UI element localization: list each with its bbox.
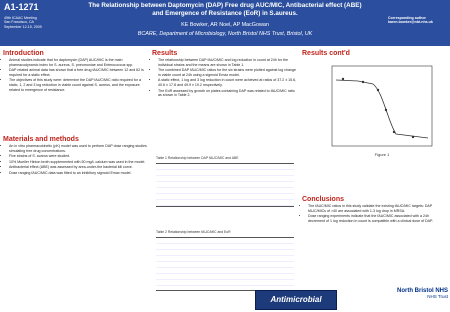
bullet: The EoR assessed by growth on plates con… bbox=[158, 89, 297, 98]
title-line: The Relationship between Daptomycin (DAP… bbox=[88, 2, 362, 9]
contact-line: Corresponding author bbox=[388, 16, 426, 20]
header: A1-1271 49th ICAAC Meeting San Francisco… bbox=[0, 0, 450, 46]
bullets: Animal studies indicate that for daptomy… bbox=[3, 58, 148, 92]
bullet: 10% Mueller Hinton broth supplemented wi… bbox=[9, 160, 148, 165]
table2-caption: Table 2 Relationship between fAUC/MIC an… bbox=[156, 230, 231, 234]
table1 bbox=[156, 163, 294, 207]
bullet: The fAUC/MIC ratios in this study valida… bbox=[308, 204, 447, 213]
figure: Figure 1 bbox=[331, 65, 433, 157]
contact-line: karen.bowker@nbt.nhs.uk bbox=[388, 20, 433, 25]
meeting-line: September 12-15, 2009 bbox=[4, 24, 42, 29]
bullets: The fAUC/MIC ratios in this study valida… bbox=[302, 204, 447, 223]
points bbox=[341, 77, 415, 139]
logo-text: North Bristol NHS bbox=[397, 288, 448, 294]
bullet: The objectives of this study were: deter… bbox=[9, 78, 148, 92]
bullet: DAP related animal data has shown that a… bbox=[9, 68, 148, 77]
heading: Materials and methods bbox=[3, 136, 79, 143]
heading: Results bbox=[152, 50, 178, 57]
logo-trust: North Bristol NHS NHS Trust bbox=[372, 288, 448, 299]
bullet: The combined DAP fAUC/MIC ratios for the… bbox=[158, 68, 297, 77]
logo-subtext: NHS Trust bbox=[427, 294, 448, 299]
table1-caption: Table 1 Relationship between DAP fAUC/MI… bbox=[156, 156, 239, 160]
meeting-line: 49th ICAAC Meeting bbox=[4, 16, 37, 20]
curve bbox=[335, 79, 429, 139]
contact: Corresponding author karen.bowker@nbt.nh… bbox=[388, 16, 433, 25]
bullet: Dose ranging experiments indicate that t… bbox=[308, 214, 447, 223]
authors: KE Bowker, AR Noel, AP MacGowan bbox=[181, 22, 269, 28]
bullet: Five strains of S. aureus were studied. bbox=[9, 154, 148, 159]
bullet: Dose ranging fAUC/MIC data was fitted to… bbox=[9, 171, 148, 176]
bullet: The relationship between DAP fAUC/MIC an… bbox=[158, 58, 297, 67]
heading: Conclusions bbox=[302, 196, 345, 203]
heading: Introduction bbox=[3, 50, 44, 57]
heading: Results cont'd bbox=[302, 50, 350, 57]
table2 bbox=[156, 237, 294, 291]
bullet: An in vitro pharmacokinetic (pK) model w… bbox=[9, 144, 148, 153]
conclusions: Conclusions The fAUC/MIC ratios in this … bbox=[302, 196, 447, 224]
bullets: The relationship between DAP fAUC/MIC an… bbox=[152, 58, 297, 98]
introduction: Introduction Animal studies indicate tha… bbox=[3, 50, 148, 93]
figure-caption: Figure 1 bbox=[375, 152, 390, 157]
bullet: A static effect, 1 log and 3 log reducti… bbox=[158, 78, 297, 87]
results: Results The relationship between DAP fAU… bbox=[152, 50, 297, 99]
results-contd: Results cont'd bbox=[302, 50, 447, 57]
bullet: Animal studies indicate that for daptomy… bbox=[9, 58, 148, 67]
logo-antimicrobial: Antimicrobial bbox=[255, 290, 337, 310]
title: The Relationship between Daptomycin (DAP… bbox=[60, 2, 390, 18]
title-line: and Emergence of Resistance (EoR) in S.a… bbox=[152, 10, 298, 17]
bullets: An in vitro pharmacokinetic (pK) model w… bbox=[3, 144, 148, 176]
code: A1-1271 bbox=[4, 2, 39, 12]
bullet: Antibacterial effect (ABE) was assessed … bbox=[9, 165, 148, 170]
meeting-line: San Francisco, CA bbox=[4, 20, 34, 25]
plot-frame bbox=[331, 65, 433, 147]
methods: Materials and methods An in vitro pharma… bbox=[3, 136, 148, 177]
meeting: 49th ICAAC Meeting San Francisco, CA Sep… bbox=[4, 16, 42, 29]
affiliation: BCARE, Department of Microbiology, North… bbox=[137, 31, 313, 37]
logo-text: Antimicrobial bbox=[270, 295, 322, 304]
